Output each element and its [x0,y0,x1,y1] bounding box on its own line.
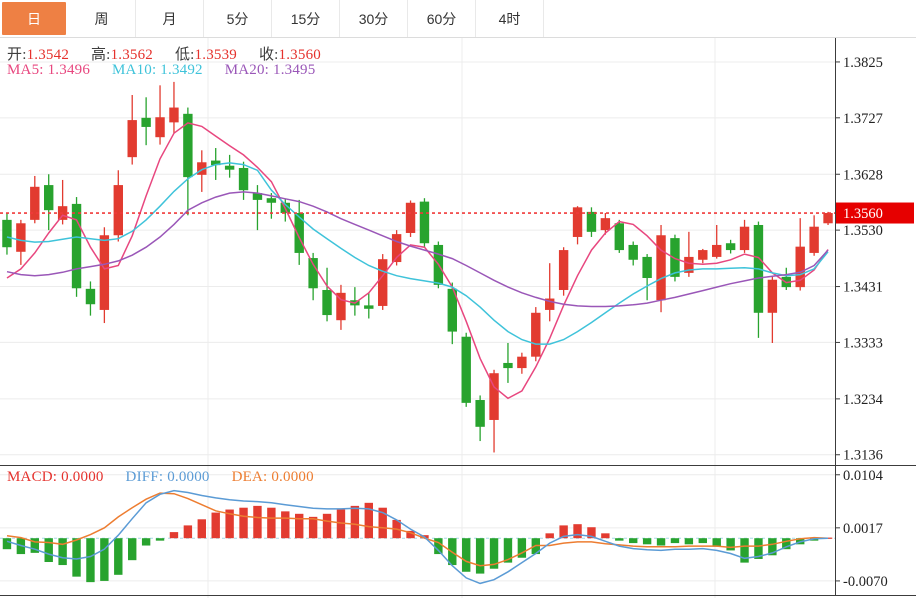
svg-text:1.3825: 1.3825 [843,55,883,71]
ma10-label: MA10: [112,62,157,78]
tab-week[interactable]: 周 [68,0,136,37]
ma20-label: MA20: [224,62,270,78]
svg-text:1.3333: 1.3333 [843,335,883,351]
svg-text:1.3628: 1.3628 [843,167,883,183]
macd-histogram [2,502,833,583]
tab-60min[interactable]: 60分 [408,0,476,37]
main-gridlines [0,38,835,465]
macd-indicator-canvas[interactable]: 0.0104 0.0017 -0.0070 [0,465,916,598]
ma5-label: MA5: [7,62,44,78]
dea-line [6,492,829,567]
tab-month[interactable]: 月 [136,0,204,37]
svg-text:1.3431: 1.3431 [843,280,883,296]
svg-text:1.3234: 1.3234 [843,392,884,408]
interval-tabbar: 日 周 月 5分 15分 30分 60分 4时 [0,0,916,38]
ma5-value: 1.3496 [47,62,91,78]
low-value: 1.3539 [194,47,237,63]
diff-value: 0.0000 [167,469,210,485]
svg-text:1.3530: 1.3530 [843,223,883,239]
tab-30min[interactable]: 30分 [340,0,408,37]
candle-bodies [2,107,833,427]
ma20-line [6,191,829,308]
close-value: 1.3560 [278,47,321,63]
macd-gridlines [0,465,835,598]
tab-day[interactable]: 日 [0,0,68,37]
ma5-line [6,122,829,400]
open-value: 1.3542 [26,47,70,63]
low-label: 低: [174,47,195,63]
last-price-badge: 1.3560 [836,202,914,224]
macd-label: MACD: [7,469,58,485]
macd-value: 0.0000 [61,469,104,485]
macd-axis-labels: 0.0104 0.0017 -0.0070 [835,468,888,590]
svg-text:1.3560: 1.3560 [843,206,883,222]
svg-text:0.0017: 0.0017 [843,521,883,537]
tab-4hour[interactable]: 4时 [476,0,544,37]
dea-value: 0.0000 [271,469,314,485]
price-axis-labels: 1.3825 1.3727 1.3628 1.3530 1.3431 1.3333 1.32… [835,55,884,464]
dea-label: DEA: [231,469,268,485]
ma10-value: 1.3492 [160,62,203,78]
diff-label: DIFF: [125,469,164,485]
svg-text:-0.0070: -0.0070 [843,574,888,590]
ma10-line [6,162,829,345]
svg-text:1.3136: 1.3136 [843,448,883,464]
ohlc-legend: 开:1.3542 高:1.3562 低:1.3539 收:1.3560 [7,43,339,64]
macd-legend: MACD: 0.0000 DIFF: 0.0000 DEA: 0.0000 [7,469,332,486]
high-value: 1.3562 [110,47,154,63]
svg-text:1.3727: 1.3727 [843,111,883,127]
ma-legend: MA5: 1.3496 MA10: 1.3492 MA20: 1.3495 [7,62,333,79]
high-label: 高: [90,47,111,63]
svg-text:0.0104: 0.0104 [843,468,884,484]
tab-5min[interactable]: 5分 [204,0,272,37]
tab-15min[interactable]: 15分 [272,0,340,37]
main-price-chart-canvas[interactable]: 1.3825 1.3727 1.3628 1.3530 1.3431 1.3333 1.32… [0,38,916,465]
close-label: 收: [258,47,279,63]
diff-line [6,489,829,585]
open-label: 开: [7,47,27,63]
ma20-value: 1.3495 [273,62,316,78]
